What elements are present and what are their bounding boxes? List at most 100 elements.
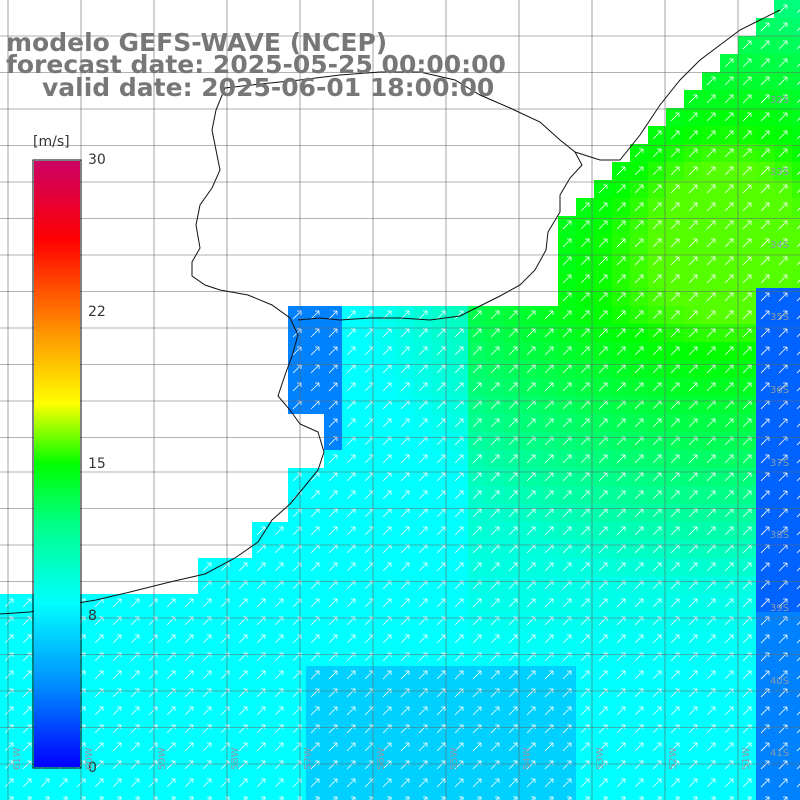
wind-arrow — [238, 760, 248, 770]
wind-arrow — [634, 526, 644, 536]
wind-arrow — [778, 76, 788, 86]
wind-arrow — [45, 796, 50, 800]
wind-arrow — [508, 310, 518, 320]
wind-arrow — [724, 58, 734, 68]
wind-cell — [792, 612, 800, 630]
wind-arrow — [454, 598, 464, 608]
wind-arrow — [706, 238, 716, 248]
wind-arrow — [184, 778, 194, 788]
wind-arrow — [598, 634, 608, 644]
wind-arrow — [724, 328, 734, 338]
wind-arrow — [796, 477, 800, 482]
wind-arrow — [652, 598, 662, 608]
wind-arrow — [634, 616, 644, 626]
wind-arrow — [742, 706, 752, 716]
wind-arrow — [778, 328, 788, 338]
wind-arrow — [184, 616, 194, 626]
wind-arrow — [148, 760, 158, 770]
wind-arrow — [256, 562, 266, 572]
wind-arrow — [418, 742, 428, 752]
wind-arrow — [346, 778, 356, 788]
wind-arrow — [706, 328, 716, 338]
wind-cell — [540, 792, 558, 800]
wind-arrow — [652, 256, 662, 266]
wind-arrow — [346, 490, 356, 500]
wind-arrow — [742, 202, 752, 212]
wind-arrow — [58, 778, 68, 788]
lon-label: 52W — [668, 747, 679, 770]
wind-arrow — [400, 778, 410, 788]
wind-arrow — [508, 472, 518, 482]
wind-arrow — [598, 382, 608, 392]
wind-arrow — [796, 513, 800, 518]
wind-arrow — [670, 184, 680, 194]
wind-arrow — [652, 292, 662, 302]
wind-arrow — [166, 670, 176, 680]
wind-arrow — [238, 670, 248, 680]
wind-arrow — [274, 706, 284, 716]
wind-arrow — [688, 490, 698, 500]
wind-arrow — [652, 328, 662, 338]
wind-arrow — [724, 292, 734, 302]
wind-arrow — [400, 382, 410, 392]
wind-arrow — [670, 364, 680, 374]
coastline — [0, 71, 583, 615]
lat-label: 32S — [770, 95, 790, 106]
wind-arrow — [724, 778, 734, 788]
colorbar-tick: 15 — [88, 456, 106, 472]
wind-arrow — [634, 706, 644, 716]
wind-arrow — [580, 634, 590, 644]
wind-arrow — [706, 508, 716, 518]
wind-arrow — [256, 598, 266, 608]
wind-arrow — [562, 778, 572, 788]
wind-arrow — [328, 454, 338, 464]
wind-arrow — [562, 526, 572, 536]
wind-arrow — [328, 670, 338, 680]
wind-arrow — [544, 454, 554, 464]
wind-arrow — [292, 562, 302, 572]
wind-arrow — [472, 346, 482, 356]
wind-cell — [792, 486, 800, 504]
wind-arrow — [796, 459, 800, 464]
wind-arrow — [778, 508, 788, 518]
wind-arrow — [688, 616, 698, 626]
wind-arrow — [328, 778, 338, 788]
wind-arrow — [760, 256, 770, 266]
lat-label: 40S — [770, 676, 790, 687]
wind-arrow — [166, 634, 176, 644]
wind-arrow — [562, 292, 572, 302]
wind-cell — [738, 792, 756, 800]
wind-arrow — [724, 598, 734, 608]
wind-arrow — [670, 418, 680, 428]
wind-arrow — [526, 760, 536, 770]
wind-arrow — [490, 724, 500, 734]
wind-arrow — [382, 760, 392, 770]
wind-arrow — [544, 472, 554, 482]
wind-arrow — [796, 621, 800, 626]
wind-arrow — [562, 274, 572, 284]
wind-arrow — [670, 706, 680, 716]
wind-arrow — [670, 274, 680, 284]
wind-arrow — [544, 634, 554, 644]
wind-cell — [684, 792, 702, 800]
wind-arrow — [688, 184, 698, 194]
wind-arrow — [436, 490, 446, 500]
wind-arrow — [796, 783, 800, 788]
wind-arrow — [328, 346, 338, 356]
wind-arrow — [724, 238, 734, 248]
wind-arrow — [333, 796, 338, 800]
wind-arrow — [724, 454, 734, 464]
wind-arrow — [544, 760, 554, 770]
wind-arrow — [382, 562, 392, 572]
wind-arrow — [256, 742, 266, 752]
wind-arrow — [454, 472, 464, 482]
wind-arrow — [508, 490, 518, 500]
wind-cell — [90, 792, 108, 800]
wind-arrow — [760, 526, 770, 536]
wind-arrow — [724, 472, 734, 482]
wind-arrow — [760, 508, 770, 518]
wind-arrow — [508, 328, 518, 338]
wind-arrow — [310, 598, 320, 608]
wind-arrow — [652, 724, 662, 734]
